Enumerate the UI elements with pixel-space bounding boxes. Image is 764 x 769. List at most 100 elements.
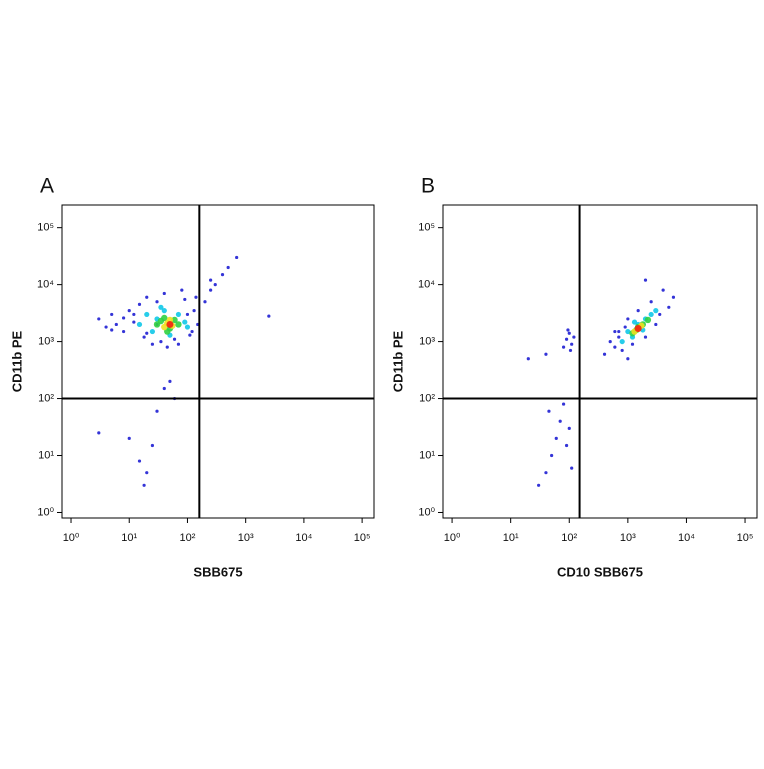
- y-tick-label: 10⁵: [37, 222, 54, 234]
- data-point: [127, 309, 131, 313]
- data-point: [157, 317, 165, 325]
- x-tick-label: 10⁴: [295, 532, 312, 544]
- data-point: [192, 309, 196, 313]
- data-point: [220, 272, 225, 277]
- data-point: [630, 342, 635, 346]
- data-point: [159, 339, 163, 344]
- plot-frame: [61, 204, 375, 519]
- data-point: [203, 300, 207, 304]
- data-point: [558, 419, 562, 423]
- data-point: [623, 325, 627, 329]
- data-point: [567, 426, 571, 430]
- data-point: [137, 302, 142, 306]
- data-point: [267, 314, 271, 318]
- y-tick-label: 10⁴: [37, 279, 54, 291]
- data-point: [209, 278, 213, 282]
- y-tick-label: 10³: [38, 335, 54, 347]
- data-point: [150, 443, 155, 448]
- y-tick-label: 10⁰: [418, 506, 435, 518]
- data-point: [570, 466, 574, 470]
- x-tick-label: 10²: [180, 532, 196, 544]
- y-tick-label: 10¹: [38, 449, 54, 461]
- data-point: [653, 308, 659, 314]
- data-point: [172, 337, 177, 341]
- data-point: [158, 304, 164, 310]
- x-tick-label: 10¹: [503, 532, 519, 544]
- data-point: [547, 409, 551, 413]
- data-point: [145, 331, 149, 335]
- data-point: [162, 291, 166, 296]
- data-point: [145, 295, 149, 299]
- data-point: [209, 288, 213, 292]
- data-point: [671, 295, 676, 299]
- data-point: [127, 436, 131, 440]
- data-point: [121, 316, 126, 320]
- data-point: [526, 357, 530, 361]
- y-axis-label: CD11b PE: [9, 330, 24, 392]
- data-point: [104, 325, 108, 329]
- data-point: [544, 352, 548, 356]
- data-point: [567, 331, 571, 335]
- data-point: [613, 329, 617, 334]
- data-point: [175, 311, 182, 318]
- data-point: [631, 319, 638, 325]
- data-point: [625, 328, 631, 335]
- y-tick-label: 10¹: [419, 449, 435, 461]
- data-point: [566, 328, 570, 332]
- data-point: [121, 329, 126, 334]
- data-point: [136, 321, 143, 328]
- data-point: [165, 345, 169, 349]
- data-point: [554, 436, 558, 440]
- data-point: [184, 324, 191, 330]
- data-point: [114, 322, 118, 327]
- data-point: [150, 342, 155, 346]
- data-point: [190, 329, 194, 334]
- data-point: [626, 317, 630, 321]
- data-point: [619, 338, 625, 345]
- x-tick-label: 10²: [561, 532, 577, 544]
- x-tick-label: 10³: [620, 532, 636, 544]
- data-point: [110, 328, 114, 332]
- y-tick-label: 10³: [419, 335, 435, 347]
- data-point: [564, 443, 569, 448]
- data-point: [602, 352, 607, 356]
- data-point: [667, 305, 671, 309]
- plot-frame: [442, 204, 758, 519]
- data-point: [570, 342, 574, 346]
- data-point: [617, 335, 621, 339]
- data-point: [608, 339, 612, 344]
- data-point: [226, 265, 230, 270]
- y-tick-label: 10⁵: [418, 222, 435, 234]
- data-point: [613, 345, 617, 349]
- y-tick-label: 10²: [419, 392, 435, 404]
- data-point: [162, 386, 166, 391]
- data-point: [564, 337, 569, 341]
- panel-label: B: [421, 175, 435, 198]
- panel-label: A: [40, 175, 54, 198]
- data-point: [155, 409, 159, 413]
- data-point: [132, 320, 136, 324]
- y-tick-label: 10⁴: [418, 279, 435, 291]
- data-point: [620, 348, 624, 353]
- data-point: [183, 297, 187, 302]
- data-point: [537, 483, 541, 487]
- data-point: [166, 320, 174, 328]
- data-point: [561, 345, 566, 349]
- data-point: [550, 453, 554, 458]
- x-tick-label: 10⁰: [444, 532, 461, 544]
- data-point: [142, 483, 146, 487]
- data-point: [636, 309, 640, 313]
- data-point: [213, 283, 217, 287]
- data-point: [617, 329, 621, 334]
- data-point: [97, 431, 101, 435]
- data-point: [649, 300, 653, 304]
- data-point: [142, 335, 146, 339]
- data-point: [661, 288, 665, 292]
- data-point: [568, 348, 573, 353]
- data-point: [164, 328, 171, 335]
- x-tick-label: 10⁴: [678, 532, 695, 544]
- data-point: [176, 342, 181, 346]
- x-tick-label: 10¹: [121, 532, 137, 544]
